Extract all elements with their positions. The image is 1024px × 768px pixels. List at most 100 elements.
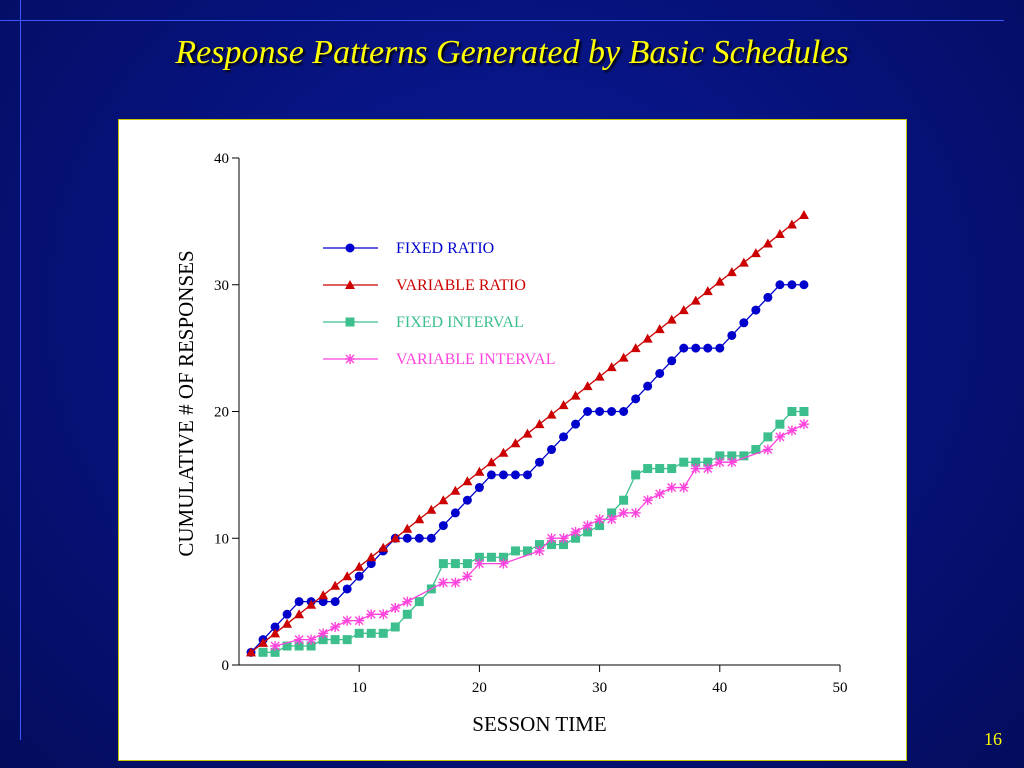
data-point-variable-interval xyxy=(450,577,461,588)
data-point-variable-interval xyxy=(378,609,389,620)
data-point-variable-ratio xyxy=(462,476,473,486)
data-point-variable-interval xyxy=(366,609,377,620)
data-point-variable-interval xyxy=(570,526,581,537)
data-point-variable-ratio xyxy=(642,333,653,343)
series-fixed-ratio xyxy=(246,280,809,657)
data-point-fixed-ratio xyxy=(595,407,605,416)
data-point-fixed-interval xyxy=(547,540,557,550)
data-point-fixed-ratio xyxy=(535,457,544,467)
chart-svg: 0 10 20 30 40 10 20 30 40 50 SESSON TIME CUMULATIVE… xyxy=(174,151,848,736)
data-point-variable-ratio xyxy=(534,419,545,429)
data-point-variable-interval xyxy=(594,514,605,525)
chart-panel: 0 10 20 30 40 10 20 30 40 50 SESSON TIME CUMULATIVE… xyxy=(118,119,907,761)
data-point-variable-ratio xyxy=(426,504,437,514)
data-point-variable-ratio xyxy=(414,514,425,524)
data-point-fixed-ratio xyxy=(402,533,412,543)
data-point-fixed-interval xyxy=(258,647,268,657)
data-point-variable-ratio xyxy=(762,238,773,248)
data-point-fixed-interval xyxy=(607,508,617,518)
legend-item-variable-ratio: VARIABLE RATIO xyxy=(323,277,526,294)
data-point-fixed-interval xyxy=(510,546,520,556)
data-point-variable-ratio xyxy=(558,400,569,410)
legend-item-fixed-interval: FIXED INTERVAL xyxy=(323,314,524,331)
data-point-variable-interval xyxy=(462,571,473,582)
data-point-fixed-ratio xyxy=(474,483,484,493)
data-point-variable-interval xyxy=(618,507,629,518)
data-point-fixed-interval xyxy=(787,407,797,416)
data-point-fixed-interval xyxy=(270,647,280,657)
data-point-variable-ratio xyxy=(318,590,329,600)
data-point-fixed-interval xyxy=(559,540,569,550)
data-point-fixed-interval xyxy=(330,635,340,645)
legend-label: FIXED RATIO xyxy=(396,240,494,257)
series-line-fixed-ratio xyxy=(250,284,804,653)
data-point-fixed-ratio xyxy=(799,280,809,290)
data-point-variable-interval xyxy=(318,628,329,639)
data-point-variable-interval xyxy=(582,520,593,531)
slide-title: Response Patterns Generated by Basic Sch… xyxy=(175,34,849,71)
data-point-variable-interval xyxy=(654,488,665,499)
left-rule xyxy=(20,0,21,740)
data-point-fixed-interval xyxy=(727,451,737,461)
data-point-variable-interval xyxy=(438,577,449,588)
data-point-fixed-interval xyxy=(354,628,364,638)
data-point-variable-interval xyxy=(726,457,737,468)
data-point-variable-ratio xyxy=(606,362,617,372)
data-point-fixed-interval xyxy=(643,464,653,474)
legend-label: VARIABLE INTERVAL xyxy=(396,351,555,368)
data-point-fixed-ratio xyxy=(787,280,797,290)
data-point-fixed-interval xyxy=(306,641,316,651)
data-point-variable-ratio xyxy=(702,286,713,296)
series-fixed-interval xyxy=(258,407,809,657)
data-point-fixed-interval xyxy=(450,559,460,569)
x-tick-label: 20 xyxy=(472,680,487,696)
data-point-fixed-interval xyxy=(619,495,629,505)
data-point-variable-ratio xyxy=(750,248,761,258)
data-point-variable-ratio xyxy=(738,257,749,267)
data-point-fixed-ratio xyxy=(775,280,785,290)
y-tick-label: 20 xyxy=(214,405,229,421)
data-point-fixed-ratio xyxy=(547,445,557,455)
data-point-fixed-interval xyxy=(595,521,605,531)
data-point-variable-ratio xyxy=(354,561,365,571)
data-point-fixed-interval xyxy=(366,628,376,638)
data-point-fixed-interval xyxy=(703,457,713,467)
data-point-variable-interval xyxy=(342,615,353,626)
data-point-fixed-interval xyxy=(522,546,532,556)
data-point-fixed-ratio xyxy=(643,381,653,391)
data-point-fixed-ratio xyxy=(679,343,689,353)
data-point-variable-ratio xyxy=(474,466,485,476)
data-point-variable-ratio xyxy=(522,428,533,438)
data-point-variable-interval xyxy=(690,463,701,474)
data-point-fixed-interval xyxy=(378,628,388,638)
data-point-variable-interval xyxy=(702,463,713,474)
x-tick-label: 10 xyxy=(352,680,367,696)
data-point-fixed-ratio xyxy=(486,470,496,480)
legend-item-variable-interval: VARIABLE INTERVAL xyxy=(323,351,555,368)
data-point-fixed-ratio xyxy=(727,330,737,340)
data-point-variable-ratio xyxy=(510,438,521,448)
data-point-fixed-ratio xyxy=(667,356,677,366)
data-point-variable-ratio xyxy=(774,229,785,239)
data-point-fixed-ratio xyxy=(715,343,725,353)
data-point-fixed-interval xyxy=(294,641,304,651)
data-point-fixed-ratio xyxy=(426,533,436,543)
data-point-variable-ratio xyxy=(570,390,581,400)
data-point-variable-ratio xyxy=(390,533,401,543)
data-point-variable-ratio xyxy=(438,495,449,505)
data-point-fixed-ratio xyxy=(438,521,448,531)
data-point-variable-interval xyxy=(774,431,785,442)
data-point-variable-interval xyxy=(558,533,569,544)
data-point-variable-ratio xyxy=(378,542,389,552)
data-point-variable-ratio xyxy=(546,409,557,419)
legend-label: FIXED INTERVAL xyxy=(396,314,524,331)
data-point-fixed-interval xyxy=(691,457,701,467)
data-point-fixed-ratio xyxy=(498,470,508,480)
legend-marker xyxy=(345,317,355,327)
x-tick-label: 40 xyxy=(712,680,727,696)
data-point-fixed-interval xyxy=(535,540,544,550)
legend-label: VARIABLE RATIO xyxy=(396,277,526,294)
y-axis-label: CUMULATIVE # OF RESPONSES xyxy=(174,250,198,556)
series-variable-interval xyxy=(270,419,809,651)
data-point-fixed-interval xyxy=(631,470,641,480)
